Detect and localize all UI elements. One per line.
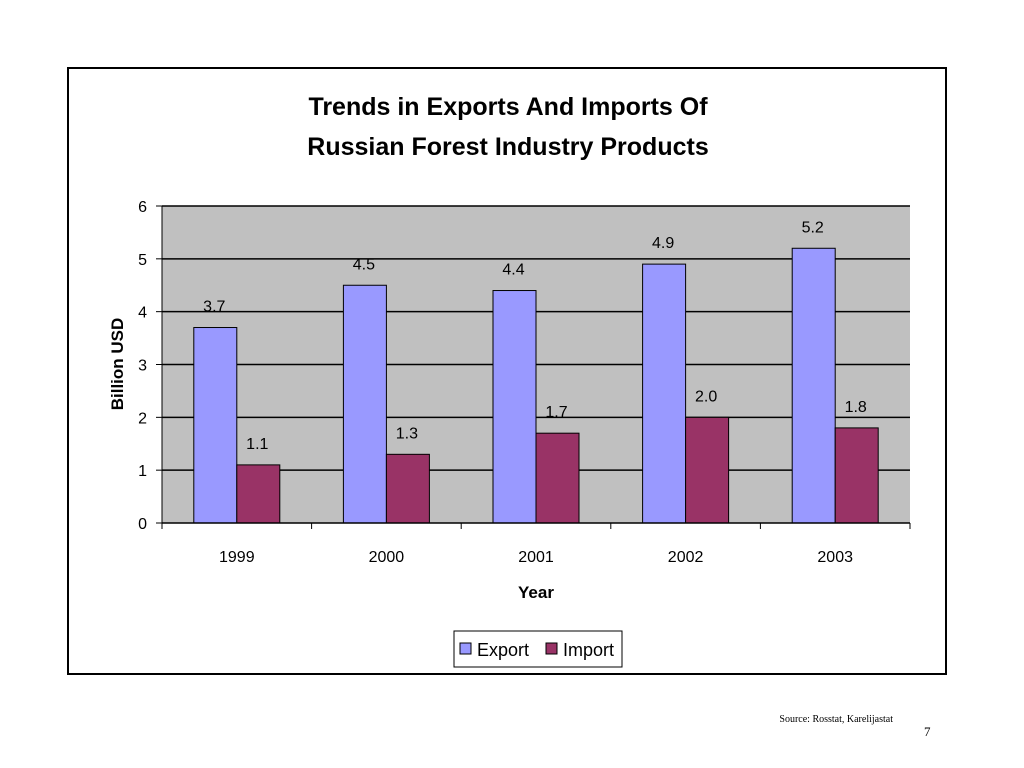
legend: Export Import [453, 630, 623, 668]
data-label-export-1999: 3.7 [203, 299, 225, 316]
bar-export-2001 [492, 290, 537, 524]
bar-export-2000 [342, 284, 387, 524]
chart-title-line-2: Russian Forest Industry Products [307, 133, 708, 161]
legend-box [453, 630, 623, 668]
legend-label-import: Import [563, 640, 614, 660]
y-axis-title: Billion USD [108, 318, 127, 411]
bar-import-2000 [385, 453, 430, 524]
source-note: Source: Rosstat, Karelijastat [779, 714, 893, 725]
y-tick-label: 4 [138, 305, 147, 322]
bar-export-2002 [642, 263, 687, 524]
data-label-import-1999: 1.1 [246, 436, 268, 453]
legend-swatch-export [459, 642, 472, 655]
data-labels: 3.7 1.1 4.5 1.3 4.4 1.7 4.9 2.0 5.2 1.8 [203, 219, 867, 453]
y-tick-label: 6 [138, 199, 147, 216]
chart-title: Trends in Exports And Imports Of Russian… [307, 93, 708, 161]
bar-import-2002 [685, 416, 730, 524]
x-tick-labels: 1999 2000 2001 2002 2003 [219, 549, 853, 566]
bar-export-1999 [193, 327, 238, 524]
data-label-export-2003: 5.2 [802, 219, 824, 236]
data-label-import-2002: 2.0 [695, 388, 717, 405]
data-label-import-2003: 1.8 [845, 399, 867, 416]
legend-label-export: Export [477, 640, 529, 660]
data-label-import-2000: 1.3 [396, 425, 418, 442]
bar-import-2001 [535, 432, 580, 524]
y-tick-label: 0 [138, 516, 147, 533]
x-tick-label: 2002 [668, 549, 704, 566]
y-tick-label: 3 [138, 358, 147, 375]
y-tick-label: 5 [138, 252, 147, 269]
page-number: 7 [924, 724, 931, 739]
x-tick-label: 1999 [219, 549, 255, 566]
data-label-export-2002: 4.9 [652, 235, 674, 252]
x-tick-label: 2003 [817, 549, 853, 566]
data-label-export-2001: 4.4 [502, 262, 524, 279]
bar-export-2003 [791, 247, 836, 524]
data-label-export-2000: 4.5 [353, 256, 375, 273]
x-tick-label: 2000 [369, 549, 405, 566]
x-axis-title: Year [518, 583, 554, 602]
data-label-import-2001: 1.7 [545, 404, 567, 421]
x-tick-label: 2001 [518, 549, 554, 566]
y-tick-labels: 0 1 2 3 4 5 6 [138, 199, 147, 533]
y-tick-label: 2 [138, 410, 147, 427]
legend-swatch-import [545, 642, 558, 655]
bar-import-1999 [236, 464, 281, 524]
axes [156, 205, 911, 529]
bar-import-2003 [834, 427, 879, 524]
y-tick-label: 1 [138, 463, 147, 480]
chart-title-line-1: Trends in Exports And Imports Of [308, 93, 708, 121]
bars [193, 247, 879, 524]
